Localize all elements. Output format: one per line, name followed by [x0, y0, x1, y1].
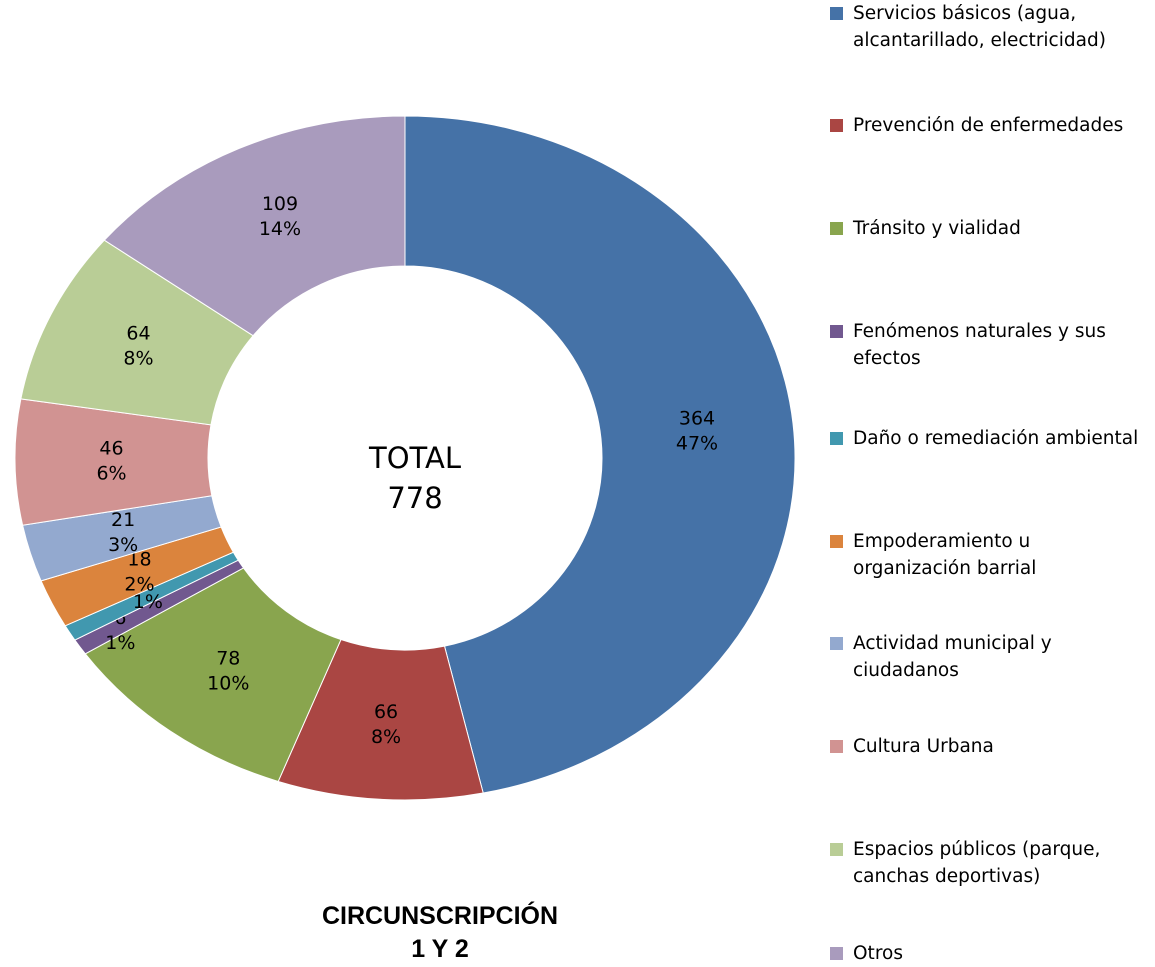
- percent-label: 47%: [676, 433, 718, 455]
- legend-item: Actividad municipal y ciudadanos: [830, 630, 1150, 684]
- legend-label: Espacios públicos (parque, canchas depor…: [853, 839, 1101, 887]
- slice: [404, 115, 796, 794]
- percent-label: 14%: [259, 218, 301, 240]
- data-label: 21: [111, 509, 135, 531]
- legend-item: Tránsito y vialidad: [830, 215, 1150, 242]
- data-label: 18: [127, 548, 151, 570]
- percent-label: 1%: [133, 591, 163, 613]
- data-label: 364: [679, 408, 715, 430]
- percent-label: 8%: [371, 726, 401, 748]
- percent-label: 10%: [207, 673, 249, 695]
- title-line: 1 Y 2: [411, 935, 469, 963]
- legend-item: Daño o remediación ambiental: [830, 425, 1150, 452]
- center-label: TOTAL: [368, 441, 461, 475]
- data-label: 66: [374, 701, 398, 723]
- legend-label: Actividad municipal y ciudadanos: [853, 633, 1052, 681]
- legend-item: Cultura Urbana: [830, 733, 1150, 760]
- legend-item: Empoderamiento u organización barrial: [830, 528, 1150, 582]
- percent-label: 1%: [105, 632, 135, 654]
- data-label: 109: [262, 193, 298, 215]
- legend-item: Servicios básicos (agua, alcantarillado,…: [830, 0, 1150, 54]
- legend-label: Tránsito y vialidad: [853, 218, 1021, 239]
- legend-label: Daño o remediación ambiental: [853, 428, 1139, 449]
- legend-item: Espacios públicos (parque, canchas depor…: [830, 836, 1150, 890]
- legend-swatch: [830, 535, 843, 548]
- percent-label: 2%: [124, 573, 154, 595]
- chart: 36447%668%7810%61%61%182%213%466%648%109…: [14, 115, 796, 801]
- percent-label: 6%: [96, 463, 126, 485]
- center-total: 778: [387, 481, 442, 515]
- data-label: 64: [126, 323, 150, 345]
- legend-swatch: [830, 947, 843, 960]
- percent-label: 3%: [108, 534, 138, 556]
- slice: [103, 115, 406, 337]
- legend-item: Otros: [830, 940, 1150, 967]
- legend-label: Prevención de enfermedades: [853, 115, 1124, 136]
- legend-swatch: [830, 325, 843, 338]
- legend-item: Fenómenos naturales y sus efectos: [830, 318, 1150, 372]
- chart-title: CIRCUNSCRIPCIÓN 1 Y 2: [290, 900, 590, 966]
- data-label: 78: [216, 648, 240, 670]
- data-label: 46: [99, 438, 123, 460]
- legend-item: Prevención de enfermedades: [830, 112, 1150, 139]
- percent-label: 8%: [123, 348, 153, 370]
- legend-swatch: [830, 119, 843, 132]
- legend-swatch: [830, 222, 843, 235]
- legend-label: Cultura Urbana: [853, 736, 994, 757]
- title-line: CIRCUNSCRIPCIÓN: [321, 902, 559, 930]
- legend-swatch: [830, 432, 843, 445]
- legend-swatch: [830, 843, 843, 856]
- legend-label: Empoderamiento u organización barrial: [853, 531, 1037, 579]
- legend-label: Otros: [853, 943, 903, 964]
- legend-label: Fenómenos naturales y sus efectos: [853, 321, 1106, 369]
- legend-swatch: [830, 740, 843, 753]
- legend-label: Servicios básicos (agua, alcantarillado,…: [853, 3, 1106, 51]
- legend-swatch: [830, 7, 843, 20]
- legend-swatch: [830, 637, 843, 650]
